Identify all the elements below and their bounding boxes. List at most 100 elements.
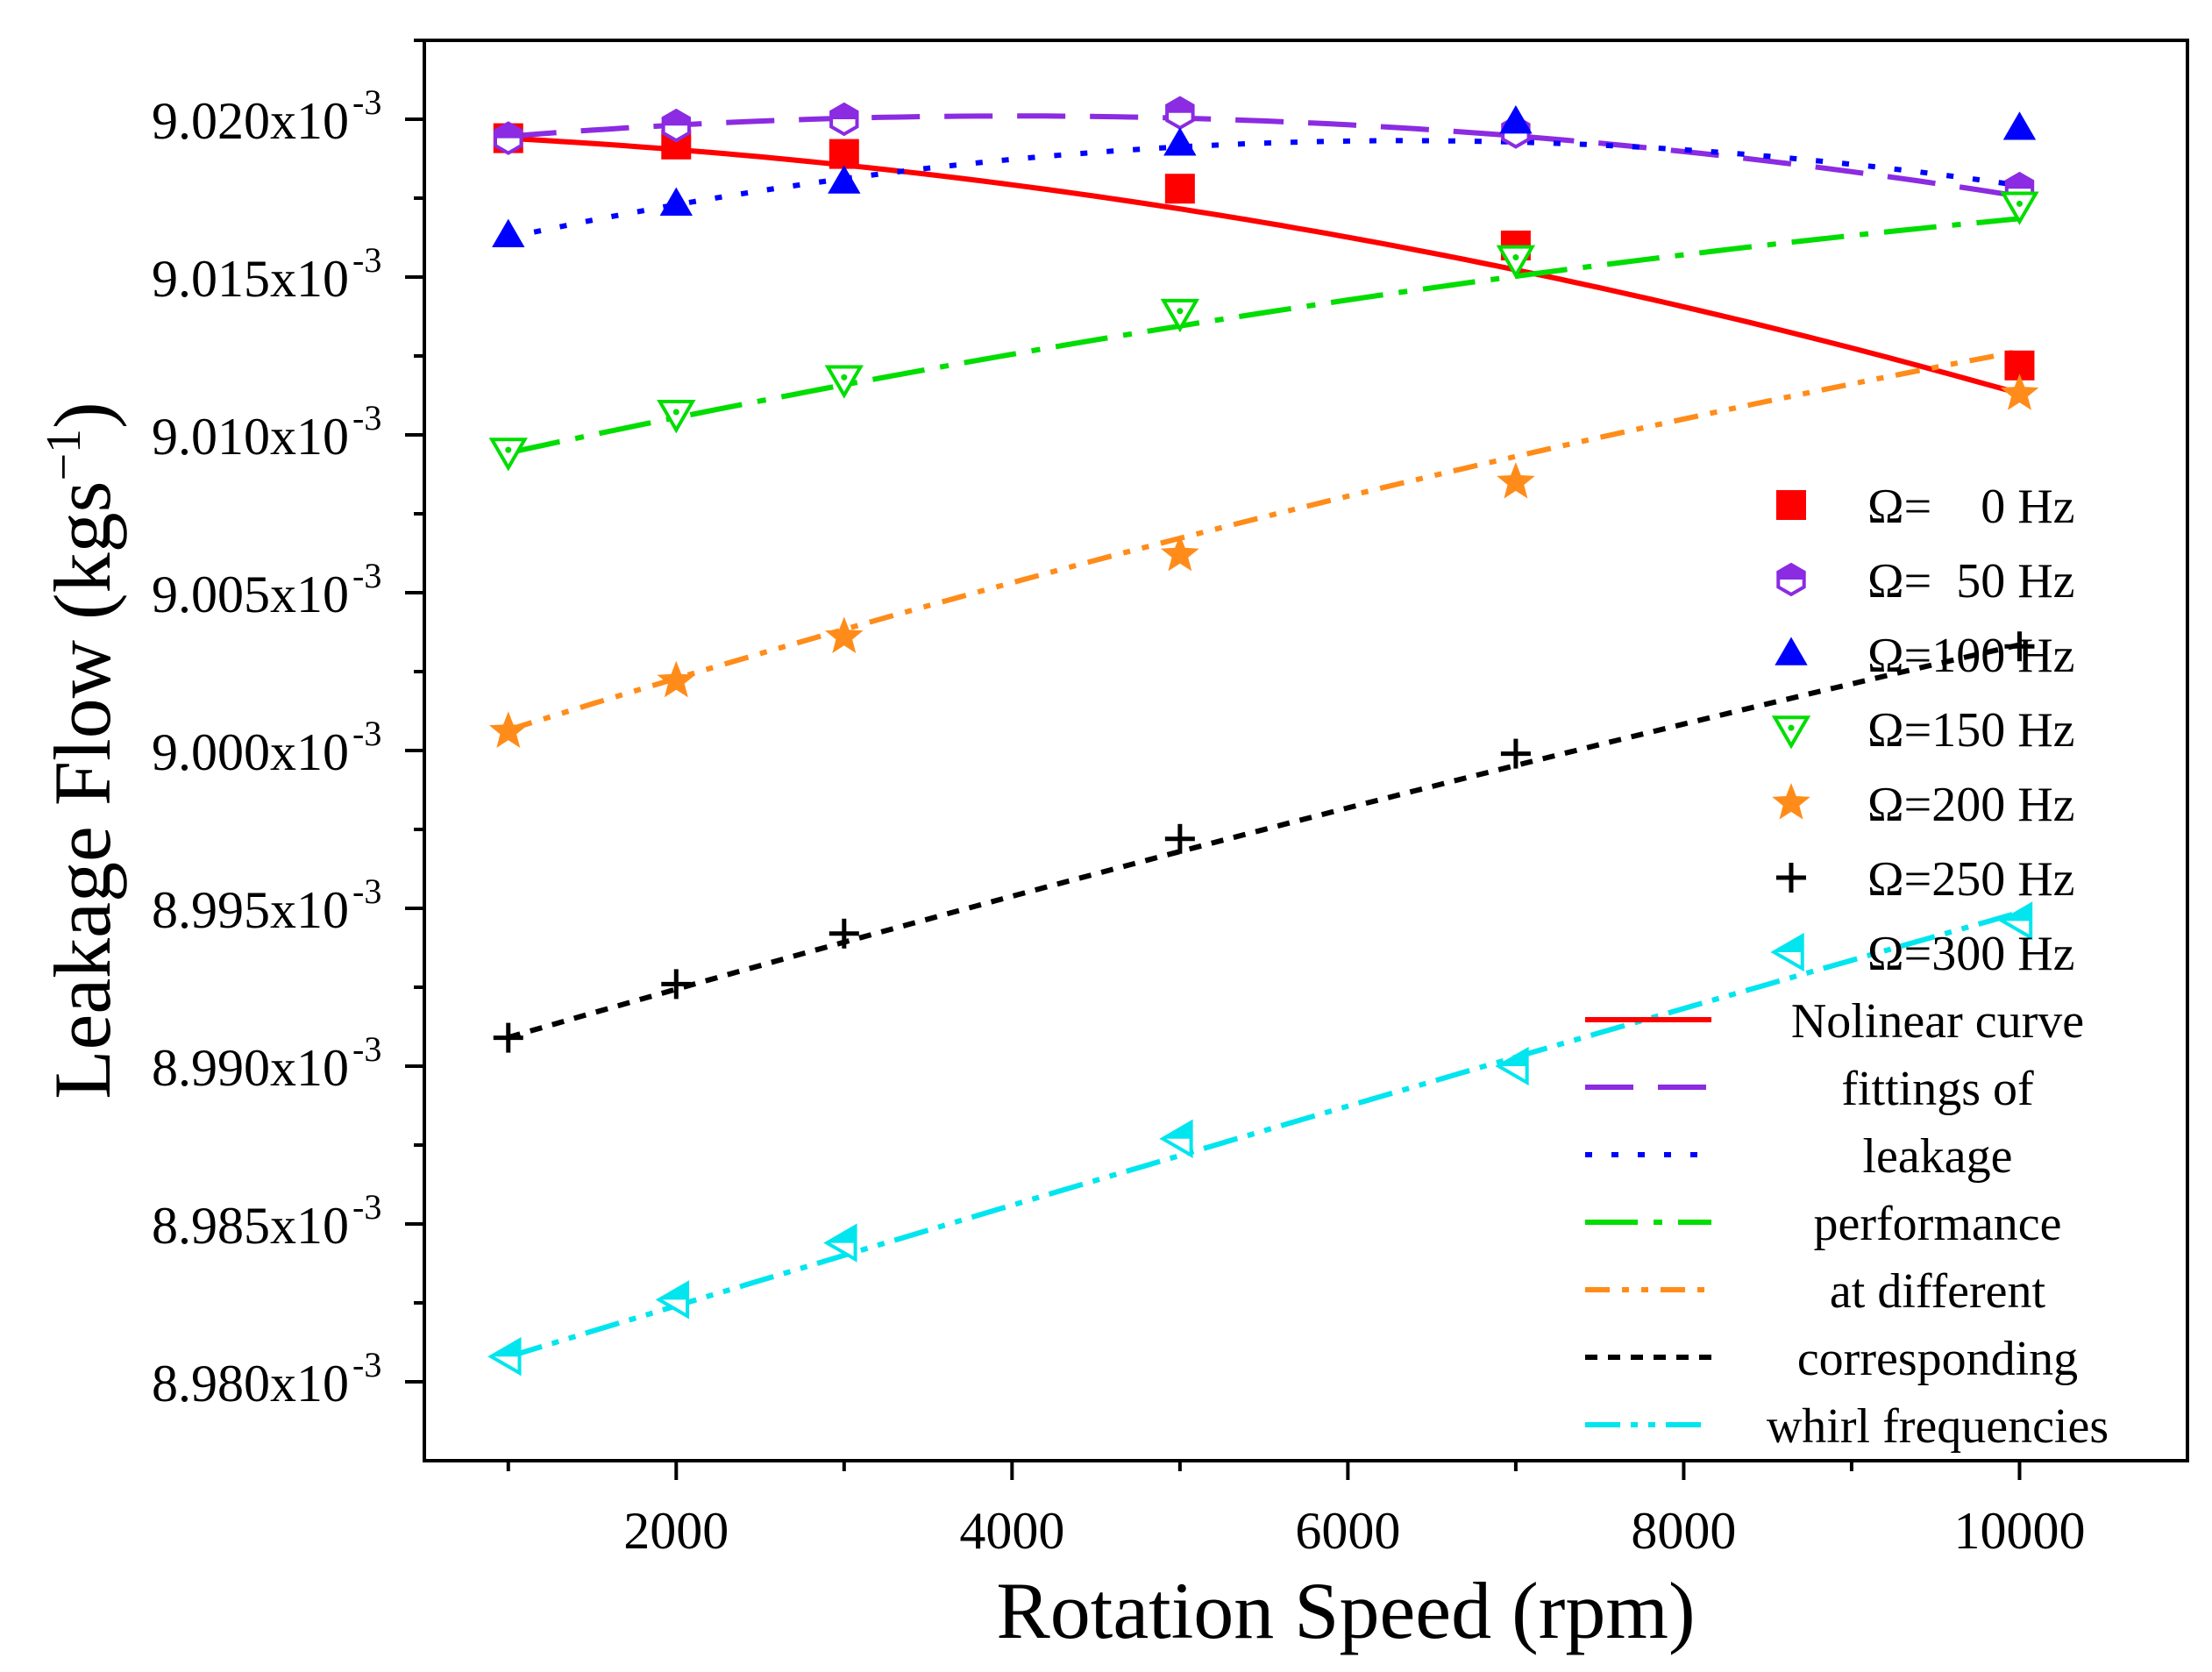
legend-symbol [1776, 490, 1806, 520]
data-point [1161, 534, 1199, 572]
y-tick-label-base: 9.015x10 [152, 250, 349, 308]
y-tick-label: 8.985x10 [152, 1197, 349, 1255]
data-point-fill [663, 110, 689, 126]
data-point [825, 616, 864, 653]
y-tick-label-base: 9.010x10 [152, 408, 349, 466]
y-tick-label-exponent: -3 [352, 1029, 381, 1069]
x-axis-title: Rotation Speed (rpm) [996, 1566, 1695, 1655]
legend-line-label: fittings of [1841, 1062, 2034, 1116]
data-point [488, 711, 528, 748]
legend-symbol-fill [1778, 565, 1804, 580]
data-point [828, 165, 861, 194]
data-point-dot [841, 374, 848, 381]
fit-curve [508, 113, 2020, 199]
fit-curve [508, 135, 2021, 396]
data-point [657, 400, 696, 434]
y-axis-title-close: ) [38, 402, 127, 429]
y-tick-label-base: 9.000x10 [152, 723, 349, 781]
y-tick-label-base: 8.995x10 [152, 881, 349, 939]
data-point-dot [672, 409, 679, 416]
data-point-dot [1177, 308, 1184, 315]
y-tick-label: 8.995x10 [152, 881, 349, 939]
data-point [1496, 245, 1536, 279]
y-tick-label-exponent: -3 [352, 240, 381, 280]
fit-curve [507, 909, 2021, 1360]
data-point [824, 365, 864, 399]
legend-label: Ω=150 Hz [1867, 703, 2075, 758]
data-point [2000, 191, 2039, 225]
data-markers-group [487, 96, 2039, 1377]
y-tick-label: 9.005x10 [152, 566, 349, 623]
x-tick-label: 10000 [1953, 1502, 2085, 1560]
x-tick-label: 4000 [959, 1502, 1064, 1560]
x-tick-label: 2000 [623, 1502, 729, 1560]
y-tick-label-base: 8.990x10 [152, 1039, 349, 1097]
data-point [659, 187, 693, 216]
y-tick-label: 8.980x10 [152, 1355, 349, 1412]
data-point [1163, 127, 1197, 156]
data-point-fill [1498, 1049, 1527, 1066]
legend-line-label: Nolinear curve [1791, 994, 2084, 1049]
y-tick-label-exponent: -3 [352, 398, 381, 438]
fit-curve [507, 348, 2021, 733]
y-tick-label-exponent: -3 [352, 556, 381, 595]
legend-symbol-fill [1774, 936, 1803, 952]
data-point-fill [495, 123, 522, 139]
legend-symbol [1771, 715, 1811, 750]
data-point-fill [827, 1226, 856, 1243]
legend-line-label: whirl frequencies [1767, 1399, 2109, 1454]
data-point-dot [1512, 254, 1519, 261]
y-tick-label-exponent: -3 [352, 82, 381, 122]
data-point-fill [2002, 904, 2031, 921]
y-tick-label-base: 9.005x10 [152, 566, 349, 623]
data-point-fill [491, 1340, 520, 1357]
legend-line-label: at different [1830, 1264, 2046, 1319]
legend-line-label: leakage [1863, 1129, 2013, 1184]
y-tick-label: 9.010x10 [152, 408, 349, 466]
data-point [2000, 374, 2039, 410]
legend: Ω= 0 Hz Ω= 50 Hz Ω=100 Hz Ω=150 Hz Ω=200 Hz Ω… [1585, 480, 2109, 1454]
data-point [657, 660, 696, 698]
y-tick-label-exponent: -3 [352, 714, 381, 753]
y-tick-label: 9.000x10 [152, 723, 349, 781]
fit-curve [508, 138, 2020, 240]
x-tick-label: 8000 [1631, 1502, 1736, 1560]
data-point-fill [831, 104, 857, 119]
y-tick-label-base: 9.020x10 [152, 92, 349, 150]
y-axis-title: Leakage Flow (kgs−1) [37, 402, 127, 1099]
y-tick-label-exponent: -3 [352, 872, 381, 911]
y-tick-label: 8.990x10 [152, 1039, 349, 1097]
legend-symbol-dot [1788, 724, 1795, 731]
data-point-dot [505, 446, 512, 453]
y-tick-label: 9.015x10 [152, 250, 349, 308]
data-point [1497, 462, 1535, 499]
legend-label: Ω=200 Hz [1867, 778, 2075, 832]
data-point [829, 139, 859, 169]
y-tick-label-exponent: -3 [352, 1187, 381, 1227]
x-axis-ticks: 2000 4000 6000 8000 10000 [506, 1461, 2085, 1560]
legend-line-label: corresponding [1797, 1332, 2078, 1386]
data-point [1499, 105, 1533, 134]
legend-label: Ω=300 Hz [1867, 927, 2075, 981]
y-axis-title-exponent: −1 [37, 429, 91, 481]
y-tick-label-base: 8.985x10 [152, 1197, 349, 1255]
legend-label: Ω= 0 Hz [1867, 480, 2075, 534]
x-tick-label: 6000 [1295, 1502, 1400, 1560]
legend-label: Ω= 50 Hz [1867, 554, 2075, 608]
data-point-fill [1167, 97, 1193, 113]
legend-label: Ω=100 Hz [1867, 629, 2075, 683]
fit-curve [507, 642, 2021, 1041]
data-point-dot [2016, 200, 2023, 207]
y-axis-title-main: Leakage Flow (kgs [38, 481, 127, 1099]
legend-line-label: performance [1814, 1197, 2062, 1251]
data-point [1160, 298, 1200, 333]
legend-symbol [1772, 783, 1810, 820]
y-tick-label-base: 8.980x10 [152, 1355, 349, 1412]
fit-lines-group [507, 113, 2021, 1360]
y-tick-label-exponent: -3 [352, 1345, 381, 1384]
data-point-fill [2006, 174, 2033, 189]
fit-curve [508, 216, 2020, 456]
data-point [488, 438, 528, 472]
y-axis-ticks: 8.980x10 -38.985x10 -38.990x10 -38.995x10 -3… [152, 39, 424, 1412]
